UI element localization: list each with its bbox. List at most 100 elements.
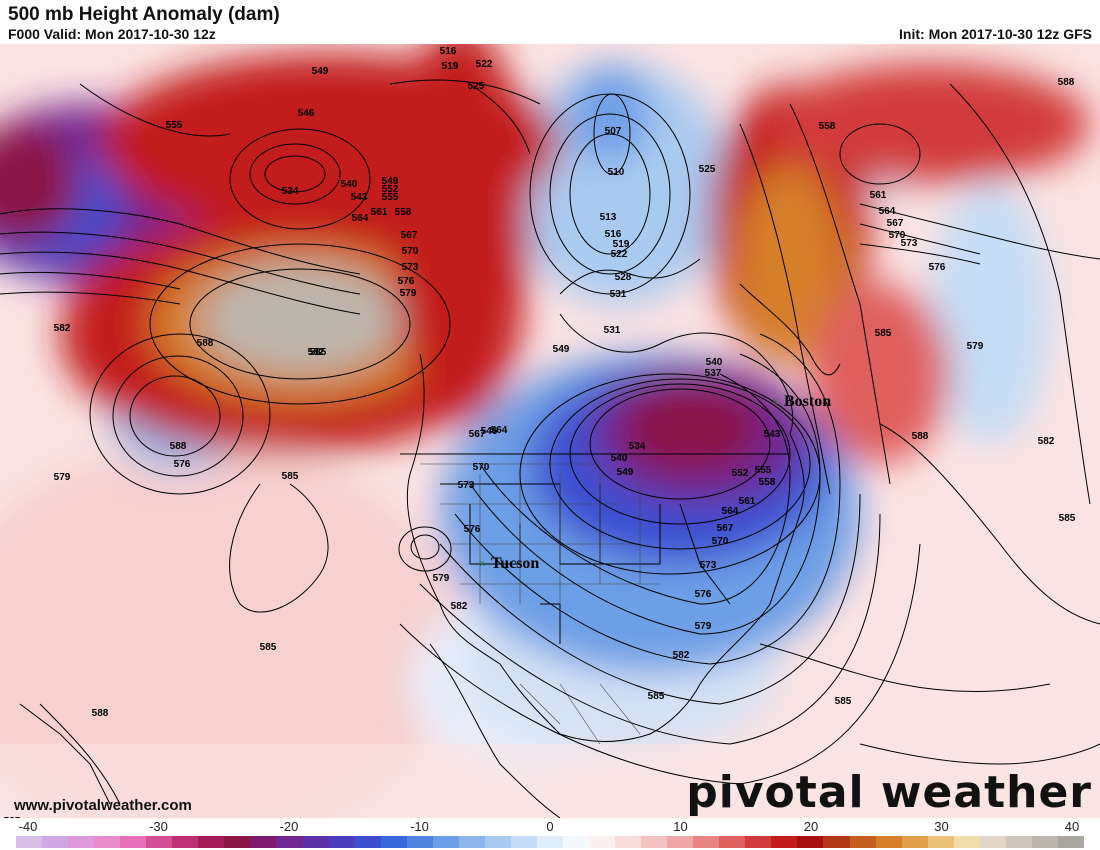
contour-label: 570: [473, 462, 490, 473]
contour-label: 558: [759, 477, 776, 488]
contour-label: 576: [464, 524, 481, 535]
contour-label: 543: [764, 429, 781, 440]
colorbar-cell: [68, 836, 95, 848]
contour-label: 588: [197, 338, 214, 349]
colorbar-cell: [42, 836, 69, 848]
contour-label: 582: [1038, 436, 1055, 447]
colorbar-tick-label: 30: [934, 819, 949, 834]
colorbar-cell: [562, 836, 590, 848]
contour-label: 588: [170, 441, 187, 452]
contour-label: 585: [1059, 513, 1076, 524]
colorbar-cell: [1057, 836, 1084, 848]
colorbar-tick-label: -30: [149, 819, 168, 834]
contour-label: 549: [382, 176, 399, 187]
contour-label: 564: [879, 206, 896, 217]
contour-label: 567: [717, 523, 734, 534]
boston-marker-icon: x: [773, 396, 778, 406]
contour-label: 588: [1058, 77, 1075, 88]
colorbar-cell: [953, 836, 980, 848]
contour-label: 525: [699, 164, 716, 175]
contour-label: 588: [912, 431, 929, 442]
contour-label: 573: [458, 480, 475, 491]
colorbar-scale: [16, 836, 1084, 848]
contour-label: 519: [613, 239, 630, 250]
contour-label: 558: [819, 121, 836, 132]
colorbar-cell: [1005, 836, 1032, 848]
contour-label: 540: [341, 179, 358, 190]
contour-label: 585: [875, 328, 892, 339]
contour-label: 567: [469, 429, 486, 440]
contour-label: 546: [481, 426, 498, 437]
contour-label: 570: [889, 230, 906, 241]
contour-label: 585: [310, 347, 327, 358]
contour-label: 564: [722, 506, 739, 517]
colorbar-cell: [693, 836, 720, 848]
colorbar-tick-label: 40: [1064, 819, 1080, 834]
contour-label: 570: [402, 246, 419, 257]
colorbar-tick-label: 20: [803, 819, 819, 834]
colorbar-tick-label: -10: [410, 819, 429, 834]
contour-label: 522: [476, 59, 493, 70]
contour-label: 585: [4, 816, 21, 818]
colorbar-cell: [797, 836, 824, 848]
contour-label: 582: [451, 601, 468, 612]
colorbar-cell: [979, 836, 1006, 848]
colorbar-cell: [510, 836, 537, 848]
contour-label: 570: [712, 536, 729, 547]
contour-label: 528: [615, 272, 632, 283]
colorbar-cell: [94, 836, 121, 848]
contour-label: 561: [371, 207, 388, 218]
contour-label: 552: [382, 184, 399, 195]
colorbar-tick-label: 0: [546, 819, 554, 834]
contour-label: 585: [835, 696, 852, 707]
contour-label: 531: [610, 289, 627, 300]
contour-label: 555: [382, 192, 399, 203]
contour-label: 582: [673, 650, 690, 661]
colorbar-cell: [224, 836, 251, 848]
contour-label: 555: [755, 465, 772, 476]
colorbar-cell: [823, 836, 850, 848]
colorbar-cell: [589, 836, 616, 848]
contour-label: 576: [174, 459, 191, 470]
contour-label: 564: [352, 213, 369, 224]
contour-label: 573: [901, 238, 918, 249]
website-footer[interactable]: www.pivotalweather.com: [14, 797, 192, 814]
contour-label: 531: [604, 325, 621, 336]
colorbar: -40 -30 -20 -10 0 10 20 30 40: [0, 818, 1100, 850]
colorbar-cell: [198, 836, 225, 848]
colorbar-cell: [172, 836, 199, 848]
contour-label: 561: [870, 190, 887, 201]
contour-label: 567: [887, 218, 904, 229]
colorbar-cell: [458, 836, 485, 848]
contour-label: 582: [308, 347, 325, 358]
contour-label: 573: [402, 262, 419, 273]
colorbar-cell: [615, 836, 642, 848]
contour-label: 555: [166, 120, 183, 131]
contour-label: 579: [433, 573, 450, 584]
colorbar-tick-label: -20: [279, 819, 299, 834]
colorbar-cell: [120, 836, 147, 848]
political-borders: [420, 463, 660, 745]
contour-label: 522: [611, 249, 628, 260]
colorbar-cell: [484, 836, 511, 848]
contour-label: 519: [442, 61, 459, 72]
contour-label: 525: [468, 81, 485, 92]
contour-label: 564: [491, 425, 508, 436]
contour-label: 549: [312, 66, 329, 77]
contour-label: 516: [440, 46, 457, 57]
colorbar-cell: [432, 836, 459, 848]
contour-label: 513: [600, 212, 617, 223]
init-time: Init: Mon 2017-10-30 12z GFS: [899, 26, 1092, 42]
header: 500 mb Height Anomaly (dam) F000 Valid: …: [0, 0, 1100, 44]
colorbar-tick-label: 10: [673, 819, 688, 834]
colorbar-cell: [380, 836, 407, 848]
height-contours: [0, 79, 1100, 805]
contour-label: 588: [92, 708, 109, 719]
contour-label: 576: [398, 276, 415, 287]
colorbar-cell: [354, 836, 381, 848]
contour-label: 579: [400, 288, 417, 299]
contour-label: 558: [395, 207, 412, 218]
colorbar-cell: [250, 836, 277, 848]
